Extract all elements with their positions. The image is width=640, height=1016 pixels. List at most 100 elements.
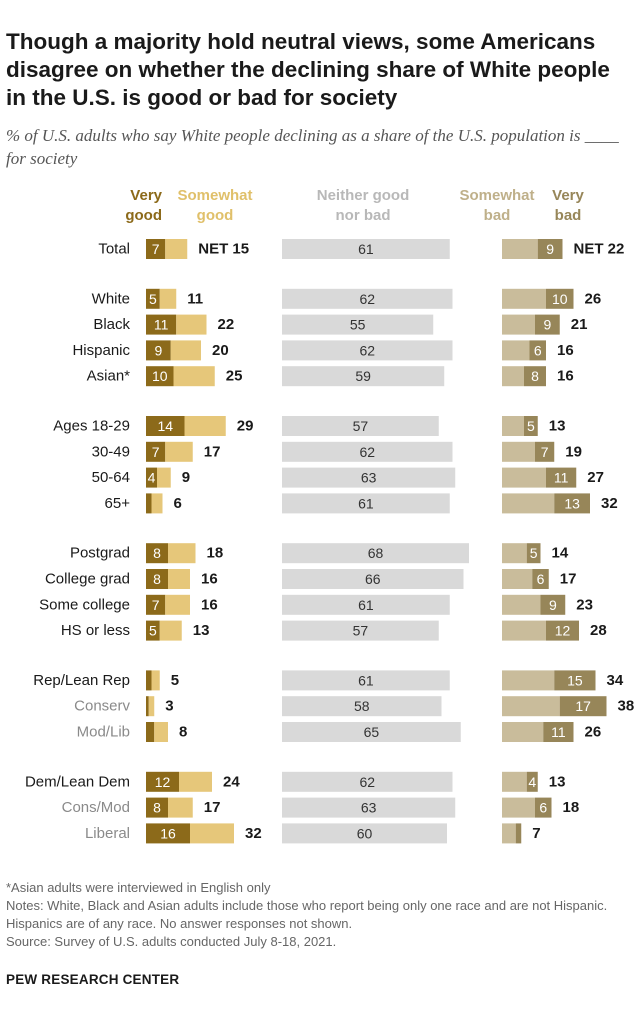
value-neither: 58 (354, 698, 370, 714)
net-bad-label: 16 (557, 342, 574, 359)
row-label: Dem/Lean Dem (25, 773, 130, 790)
bar-very-good (146, 797, 168, 818)
bar-very-good (146, 441, 166, 462)
bar-somewhat-good (190, 823, 234, 844)
bar-neither (282, 569, 464, 589)
footnote-source: Source: Survey of U.S. adults conducted … (6, 934, 337, 949)
bar-very-good (146, 416, 185, 436)
value-very-bad: 5 (527, 418, 535, 434)
row-label: Black (93, 316, 130, 333)
net-good-label: 22 (218, 316, 235, 333)
bar-very-bad (540, 594, 566, 615)
net-good-label: 17 (204, 443, 221, 460)
bar-somewhat-good (173, 366, 215, 387)
bar-very-bad (535, 441, 555, 462)
bar-very-good (146, 620, 160, 641)
bar-neither (282, 797, 456, 818)
bar-somewhat-good (165, 441, 193, 462)
row-label: HS or less (61, 622, 130, 639)
row-label: 65+ (105, 495, 131, 512)
bar-very-good (146, 543, 168, 564)
bar-somewhat-bad (502, 366, 524, 387)
bar-neither (282, 696, 442, 717)
value-very-bad: 9 (549, 597, 557, 613)
value-neither: 55 (350, 317, 366, 333)
value-very-bad: 13 (564, 495, 580, 511)
bar-neither (282, 416, 439, 436)
net-bad-label: 26 (585, 290, 602, 307)
bar-somewhat-bad (502, 288, 546, 309)
row-label: 30-49 (92, 443, 130, 460)
net-good-label: 16 (201, 571, 218, 588)
net-good-label: NET 15 (198, 241, 249, 258)
value-very-bad: 12 (555, 623, 571, 639)
net-good-label: 8 (179, 724, 187, 741)
net-good-label: 20 (212, 342, 229, 359)
net-good-label: 3 (165, 698, 173, 715)
bar-very-good (146, 823, 190, 844)
bar-very-good (146, 569, 168, 589)
value-neither: 57 (353, 623, 369, 639)
row-label: Total (98, 241, 130, 258)
value-neither: 61 (358, 241, 374, 257)
bar-very-good (146, 467, 157, 488)
value-neither: 68 (368, 545, 384, 561)
net-bad-label: 21 (571, 316, 588, 333)
bar-somewhat-good (159, 620, 182, 641)
net-bad-label: 32 (601, 495, 618, 512)
net-good-label: 6 (174, 495, 182, 512)
bar-neither (282, 771, 453, 792)
header-neither: Neither good nor bad (316, 187, 410, 224)
net-bad-label: NET 22 (574, 241, 625, 258)
net-bad-label: 19 (565, 443, 582, 460)
row-label: White (92, 290, 130, 307)
bar-very-bad (529, 340, 546, 361)
bar-neither (282, 543, 469, 564)
bar-very-bad (515, 823, 522, 844)
net-good-label: 9 (182, 469, 190, 486)
value-neither: 63 (361, 470, 377, 486)
net-bad-label: 16 (557, 368, 574, 385)
bar-very-bad (524, 416, 538, 436)
row-label: Rep/Lean Rep (33, 672, 130, 689)
bar-somewhat-bad (502, 722, 544, 742)
bar-neither (282, 722, 461, 742)
chart-title: Though a majority hold neutral views, so… (6, 29, 610, 110)
bar-very-bad (559, 696, 607, 717)
bar-very-good (146, 239, 166, 259)
header-somewhat-good: Somewhat good (177, 187, 253, 224)
bar-very-bad (535, 314, 560, 335)
bar-somewhat-bad (502, 239, 538, 259)
bar-somewhat-good (184, 416, 226, 436)
bar-neither (282, 340, 453, 361)
bar-somewhat-good (148, 696, 155, 717)
net-good-label: 25 (226, 368, 243, 385)
net-bad-label: 13 (549, 418, 566, 435)
value-very-bad: 17 (575, 698, 591, 714)
value-very-bad: 6 (539, 800, 547, 816)
value-very-bad: 6 (534, 342, 542, 358)
bar-very-bad (546, 620, 579, 641)
net-bad-label: 38 (618, 698, 635, 715)
bar-very-bad (554, 670, 596, 691)
bar-very-bad (526, 543, 541, 564)
value-very-bad: 4 (528, 774, 536, 790)
net-good-label: 32 (245, 825, 262, 842)
value-very-bad: 7 (541, 444, 549, 460)
bar-very-bad (526, 771, 538, 792)
bar-somewhat-good (151, 493, 163, 514)
footnote-notes: Notes: White, Black and Asian adults inc… (6, 898, 608, 931)
value-very-bad: 6 (537, 571, 545, 587)
net-bad-label: 26 (585, 724, 602, 741)
bar-very-bad (543, 722, 574, 742)
bar-somewhat-bad (502, 797, 535, 818)
value-neither: 61 (358, 495, 374, 511)
bar-somewhat-bad (502, 771, 527, 792)
row-label: Conserv (74, 698, 130, 715)
bar-somewhat-bad (502, 670, 555, 691)
bar-somewhat-good (165, 239, 188, 259)
net-good-label: 18 (207, 545, 224, 562)
value-neither: 59 (355, 368, 371, 384)
value-neither: 63 (361, 800, 377, 816)
